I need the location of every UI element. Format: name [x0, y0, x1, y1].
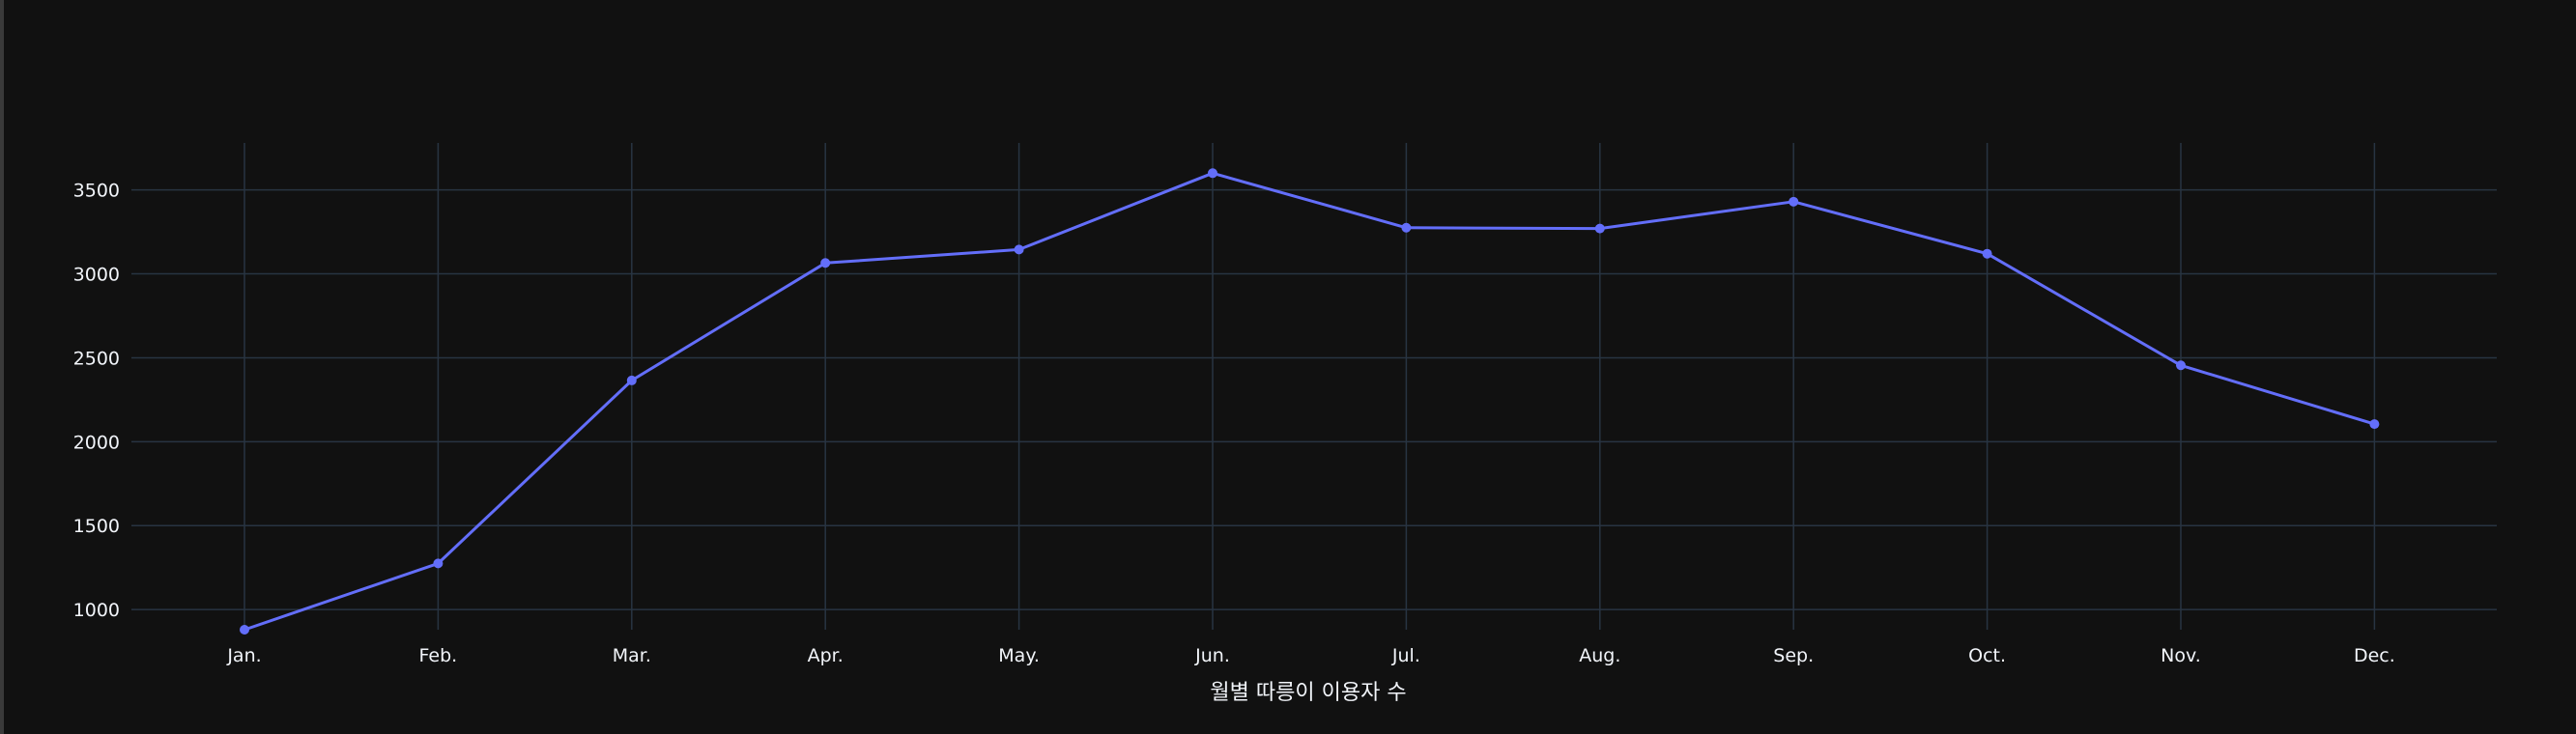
- x-tick-label: Sep.: [1773, 645, 1814, 666]
- x-tick-label: Feb.: [419, 645, 458, 666]
- data-point[interactable]: [1208, 168, 1217, 179]
- x-tick-label: Jul.: [1391, 645, 1420, 666]
- data-point[interactable]: [626, 375, 637, 385]
- data-point[interactable]: [1594, 223, 1605, 234]
- x-gridlines: [243, 143, 2376, 630]
- data-point[interactable]: [1014, 244, 1024, 255]
- y-tick-label: 3000: [73, 265, 120, 286]
- x-tick-label: Mar.: [613, 645, 651, 666]
- x-axis-ticks: Jan. Feb. Mar. Apr. May. Jun. Jul. Aug. Sep. Oct.…: [226, 645, 2394, 666]
- y-tick-label: 2000: [73, 432, 120, 453]
- data-point[interactable]: [820, 258, 831, 268]
- series-group: [240, 168, 2380, 635]
- y-tick-label: 1500: [73, 516, 120, 537]
- y-axis-ticks: 1000 1500 2000 2500 3000 3500: [73, 181, 120, 621]
- data-point[interactable]: [1789, 196, 1799, 207]
- x-tick-label: Oct.: [1968, 645, 2006, 666]
- data-point[interactable]: [240, 625, 249, 635]
- data-point[interactable]: [2369, 419, 2380, 430]
- y-tick-label: 3500: [73, 181, 120, 202]
- x-tick-label: May.: [998, 645, 1040, 666]
- data-point[interactable]: [1982, 248, 1992, 259]
- data-point[interactable]: [1401, 222, 1412, 233]
- x-tick-label: Jun.: [1194, 645, 1230, 666]
- x-tick-label: Jan.: [226, 645, 261, 666]
- x-tick-label: Dec.: [2354, 645, 2395, 666]
- y-tick-label: 2500: [73, 348, 120, 369]
- y-gridlines: [131, 188, 2497, 610]
- x-tick-label: Nov.: [2161, 645, 2201, 666]
- window-edge: [0, 0, 4, 734]
- y-tick-label: 1000: [73, 600, 120, 621]
- x-tick-label: Aug.: [1579, 645, 1620, 666]
- data-point[interactable]: [433, 558, 444, 569]
- x-axis-title: 월별 따릉이 이용자 수: [1210, 681, 1406, 705]
- data-point[interactable]: [2176, 360, 2186, 371]
- x-tick-label: Apr.: [808, 645, 844, 666]
- series-line: [243, 171, 2375, 632]
